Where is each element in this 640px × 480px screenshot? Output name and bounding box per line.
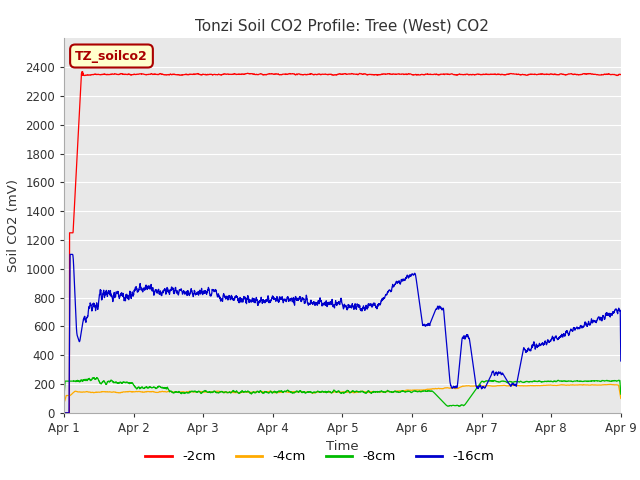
X-axis label: Time: Time: [326, 440, 358, 454]
Legend: -2cm, -4cm, -8cm, -16cm: -2cm, -4cm, -8cm, -16cm: [140, 445, 500, 468]
Y-axis label: Soil CO2 (mV): Soil CO2 (mV): [6, 179, 20, 272]
Text: TZ_soilco2: TZ_soilco2: [75, 49, 148, 62]
Title: Tonzi Soil CO2 Profile: Tree (West) CO2: Tonzi Soil CO2 Profile: Tree (West) CO2: [195, 18, 490, 33]
